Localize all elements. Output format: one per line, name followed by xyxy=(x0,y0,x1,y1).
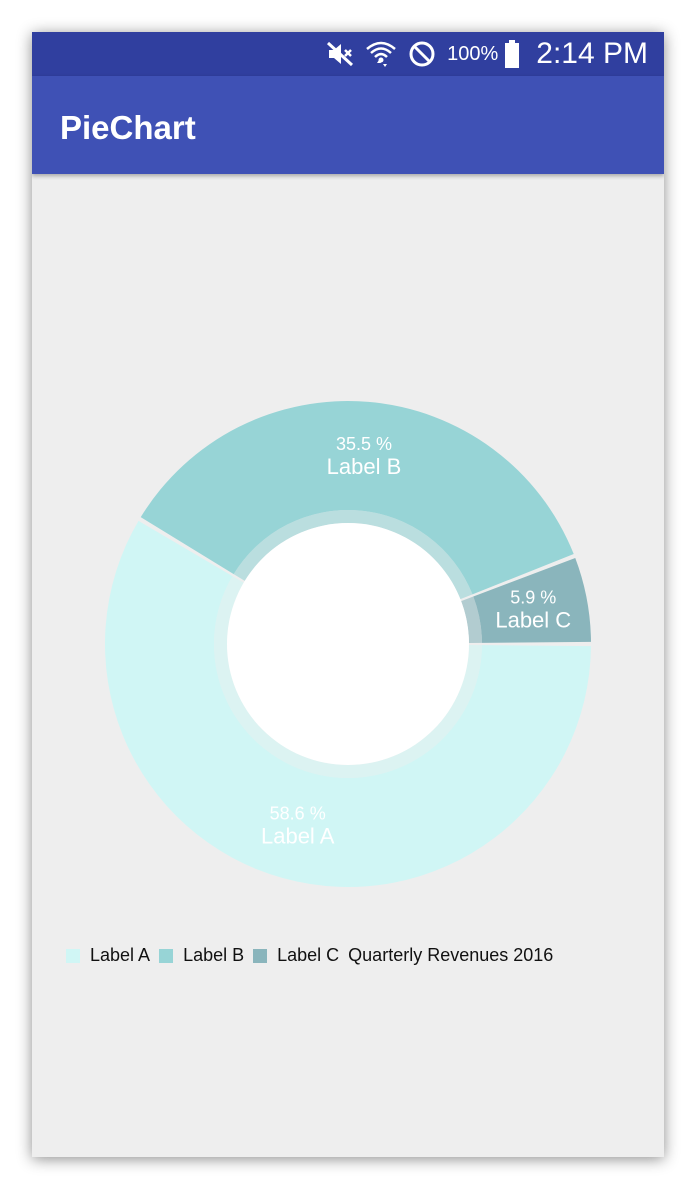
pie-slice-a[interactable] xyxy=(104,520,591,887)
app-bar: PieChart xyxy=(32,76,664,174)
status-icons: 100% 2:14 PM xyxy=(325,32,648,76)
slice-percent-label-a: 58.6 % xyxy=(270,804,326,824)
battery-icon xyxy=(504,39,520,69)
device-screen: 100% 2:14 PM PieChart 58.6 % Label A 35.5 … xyxy=(32,32,664,1157)
pie-slice-c[interactable] xyxy=(473,557,591,643)
status-bar: 100% 2:14 PM xyxy=(32,32,664,76)
legend-label-b: Label B xyxy=(183,945,245,965)
legend-item-c: Label C xyxy=(253,945,339,966)
slice-name-label-b: Label B xyxy=(327,454,402,479)
chart-description: Quarterly Revenues 2016 xyxy=(348,945,554,965)
pie-chart[interactable]: 58.6 % Label A 35.5 % Label B 5.9 % Label C L… xyxy=(32,174,664,1157)
slice-percent-label-c: 5.9 % xyxy=(510,587,556,607)
do-not-disturb-icon xyxy=(407,39,437,69)
pie-slice-inner-ring-b xyxy=(233,509,473,600)
slice-percent-label-b: 35.5 % xyxy=(336,434,392,454)
legend-label-c: Label C xyxy=(277,945,340,965)
legend-swatch-c xyxy=(253,948,268,963)
legend-item-a: Label A xyxy=(66,945,150,966)
slice-name-label-c: Label C xyxy=(495,607,571,632)
legend-swatch-b xyxy=(159,948,174,963)
clock: 2:14 PM xyxy=(536,37,648,70)
app-title: PieChart xyxy=(60,109,196,146)
legend-item-b: Label B xyxy=(159,945,244,966)
pie-chart-canvas[interactable]: 58.6 %Label A 35.5 %Label B 5.9 %Label C xyxy=(32,174,664,934)
slice-name-label-a: Label A xyxy=(261,824,335,849)
wifi-icon xyxy=(365,38,397,70)
battery-percent: 100% xyxy=(447,42,499,65)
donut-hole xyxy=(227,523,469,765)
pie-slice-inner-ring-c xyxy=(461,596,482,643)
legend-label-a: Label A xyxy=(90,945,151,965)
mute-icon xyxy=(325,39,355,69)
pie-slice-b[interactable] xyxy=(140,400,574,595)
chart-legend: Label A Label B Label C Quarterly Revenu… xyxy=(66,945,553,966)
legend-swatch-a xyxy=(66,948,80,963)
